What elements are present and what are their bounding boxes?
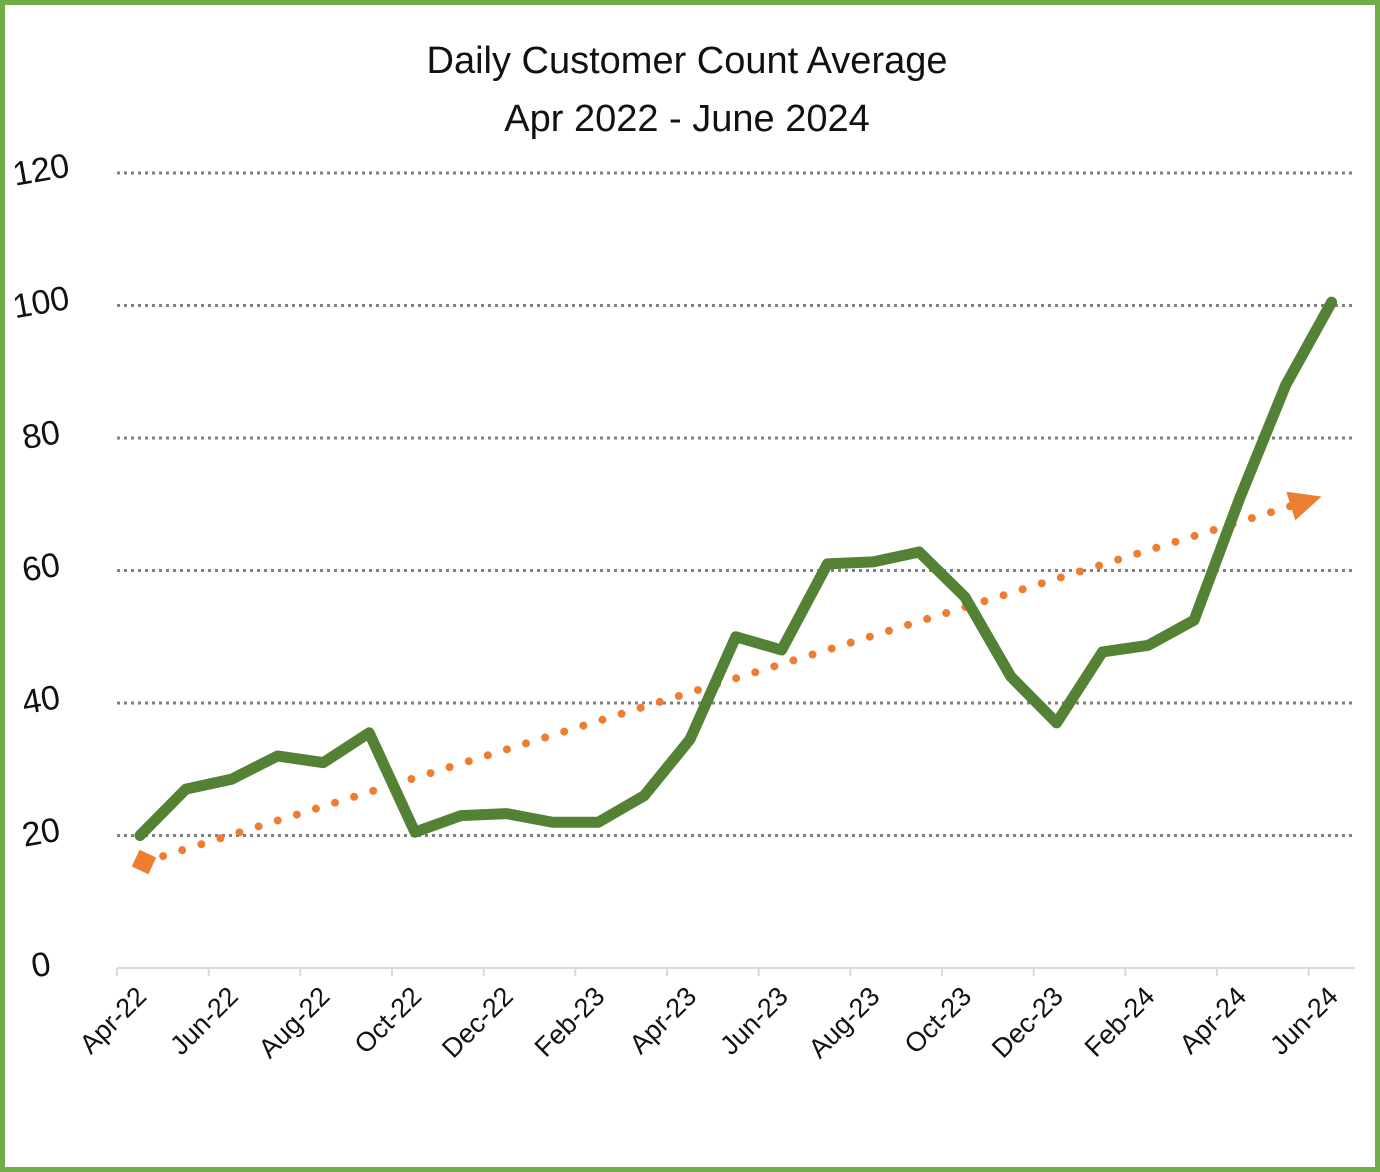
chart-title: Daily Customer Count Average	[427, 40, 948, 82]
data-point	[368, 732, 370, 734]
data-point	[872, 561, 874, 563]
x-tick-label: Oct-22	[349, 981, 428, 1060]
data-point	[506, 813, 508, 815]
data-point	[1010, 676, 1012, 678]
data-point	[1239, 497, 1241, 499]
x-tick-label: Aug-22	[253, 981, 336, 1064]
data-point	[643, 795, 645, 797]
x-axis	[116, 967, 1355, 976]
data-point	[322, 762, 324, 764]
trendline-end-arrow	[1286, 491, 1322, 521]
data-point	[551, 821, 553, 823]
data-point	[276, 755, 278, 757]
data-point	[1147, 644, 1149, 646]
data-point	[964, 596, 966, 598]
x-tick-label: Oct-23	[899, 981, 978, 1060]
y-axis-tick-labels: 0 20 40 60 80 100 120	[10, 147, 72, 986]
x-tick-label: Aug-23	[803, 981, 886, 1064]
data-point	[414, 831, 416, 833]
data-point	[735, 636, 737, 638]
x-tick-label: Apr-24	[1174, 981, 1253, 1060]
data-point	[231, 778, 233, 780]
data-series	[134, 296, 1338, 841]
data-point	[1193, 619, 1195, 621]
x-tick-label: Jun-22	[164, 981, 244, 1061]
x-tick-label: Dec-22	[436, 981, 519, 1064]
x-tick-label: Apr-22	[74, 981, 153, 1060]
data-point	[460, 815, 462, 817]
data-point	[185, 788, 187, 790]
chart-svg: Daily Customer Count Average Apr 2022 - …	[10, 40, 1355, 1064]
data-point	[597, 821, 599, 823]
trendline-start-marker	[131, 849, 157, 875]
x-tick-label: Apr-23	[624, 981, 703, 1060]
x-tick-label: Dec-23	[986, 981, 1069, 1064]
chart-title-group: Daily Customer Count Average Apr 2022 - …	[427, 40, 948, 140]
data-point	[1331, 301, 1333, 303]
data-point	[826, 563, 828, 565]
x-axis-tick-labels: Apr-22 Jun-22 Aug-22 Oct-22 Dec-22 Feb-23 Apr-…	[74, 981, 1344, 1064]
gridlines	[117, 171, 1355, 837]
chart-subtitle: Apr 2022 - June 2024	[504, 98, 870, 140]
y-tick-label: 0	[28, 945, 53, 986]
x-tick-label: Feb-23	[529, 981, 611, 1063]
data-point	[689, 738, 691, 740]
y-tick-label: 120	[10, 147, 72, 194]
y-tick-label: 80	[19, 413, 63, 457]
y-tick-label: 100	[10, 279, 72, 326]
data-point	[781, 649, 783, 651]
y-tick-label: 60	[19, 546, 63, 590]
data-point	[1101, 651, 1103, 653]
data-point	[918, 551, 920, 553]
series-line	[134, 296, 1338, 841]
y-tick-label: 20	[19, 811, 63, 855]
trendline	[131, 491, 1322, 875]
x-tick-label: Feb-24	[1079, 981, 1161, 1063]
data-point	[1056, 722, 1058, 724]
data-point	[139, 835, 141, 837]
x-tick-label: Jun-23	[714, 981, 794, 1061]
data-point	[1285, 384, 1287, 386]
y-tick-label: 40	[19, 678, 63, 722]
x-tick-label: Jun-24	[1264, 981, 1344, 1061]
